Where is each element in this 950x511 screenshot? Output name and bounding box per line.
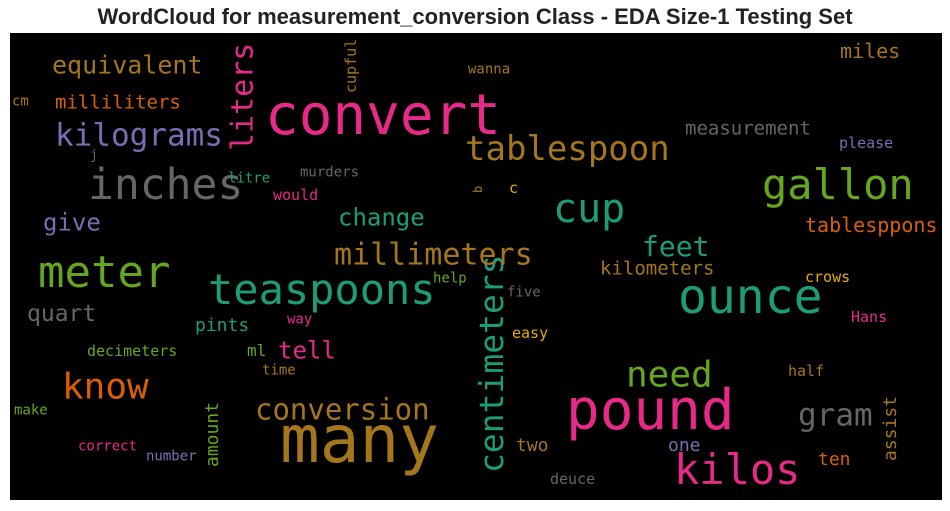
word-inches: inches bbox=[88, 160, 243, 210]
word-feet: feet bbox=[642, 230, 709, 263]
word-kilos: kilos bbox=[674, 445, 800, 494]
word-amount: amount bbox=[202, 402, 223, 467]
chart-title: WordCloud for measurement_conversion Cla… bbox=[97, 4, 853, 29]
word-measurement: measurement bbox=[685, 118, 811, 140]
word-meter: meter bbox=[38, 247, 170, 298]
word-wanna: wanna bbox=[468, 62, 510, 78]
word-ml: ml bbox=[247, 341, 266, 360]
word-correct: correct bbox=[78, 439, 137, 455]
word-kilograms: kilograms bbox=[55, 117, 223, 153]
word-help: help bbox=[433, 271, 467, 287]
word-deuce: deuce bbox=[550, 470, 595, 488]
word-b: b bbox=[471, 186, 485, 193]
word-way: way bbox=[287, 312, 312, 328]
word-cm: cm bbox=[12, 94, 29, 110]
wordcloud-canvas: convert many pound ounce inches meter teaspoon… bbox=[10, 33, 942, 500]
word-ten: ten bbox=[818, 449, 851, 470]
word-tablesppons: tablesppons bbox=[805, 213, 937, 237]
word-would: would bbox=[273, 186, 318, 204]
word-please: please bbox=[839, 134, 893, 152]
word-crows: crows bbox=[805, 268, 850, 286]
word-number: number bbox=[146, 449, 197, 465]
word-j: j bbox=[90, 148, 98, 163]
word-five: five bbox=[507, 285, 541, 301]
word-ounce: ounce bbox=[678, 269, 823, 325]
word-many: many bbox=[280, 401, 439, 478]
word-decimeters: decimeters bbox=[87, 342, 177, 360]
word-pound: pound bbox=[566, 378, 735, 443]
word-millimeters: millimeters bbox=[334, 238, 533, 273]
word-assist: assist bbox=[880, 396, 901, 461]
word-murders: murders bbox=[300, 165, 359, 181]
word-quart: quart bbox=[27, 301, 96, 327]
word-time: time bbox=[262, 363, 296, 379]
word-miles: miles bbox=[840, 39, 900, 63]
word-know: know bbox=[62, 367, 149, 408]
word-kilometers: kilometers bbox=[600, 258, 714, 280]
word-gram: gram bbox=[798, 397, 873, 433]
word-equivalent: equivalent bbox=[52, 50, 203, 79]
word-tablespoon: tablespoon bbox=[465, 129, 670, 169]
word-cup: cup bbox=[553, 186, 625, 232]
word-hans: Hans bbox=[851, 308, 887, 326]
word-change: change bbox=[338, 204, 425, 232]
word-two: two bbox=[516, 435, 549, 456]
word-c: c bbox=[509, 179, 518, 197]
word-need: need bbox=[626, 355, 713, 396]
word-make: make bbox=[14, 403, 48, 419]
word-give: give bbox=[43, 209, 101, 237]
word-conversion: conversion bbox=[255, 393, 430, 427]
word-half: half bbox=[788, 362, 824, 380]
word-teaspoons: teaspoons bbox=[208, 265, 436, 314]
word-milliliters: milliliters bbox=[55, 92, 181, 114]
word-centimeters: centimeters bbox=[472, 254, 511, 473]
word-gallon: gallon bbox=[762, 160, 914, 209]
word-one: one bbox=[668, 435, 701, 456]
wordcloud-svg: convert many pound ounce inches meter teaspoon… bbox=[12, 39, 937, 494]
word-litre: litre bbox=[228, 171, 270, 187]
word-tell: tell bbox=[278, 337, 336, 365]
word-convert: convert bbox=[265, 83, 501, 148]
word-cupful: cupful bbox=[342, 39, 360, 93]
word-pints: pints bbox=[195, 315, 249, 336]
word-liters: liters bbox=[226, 43, 261, 151]
word-easy: easy bbox=[512, 324, 548, 342]
